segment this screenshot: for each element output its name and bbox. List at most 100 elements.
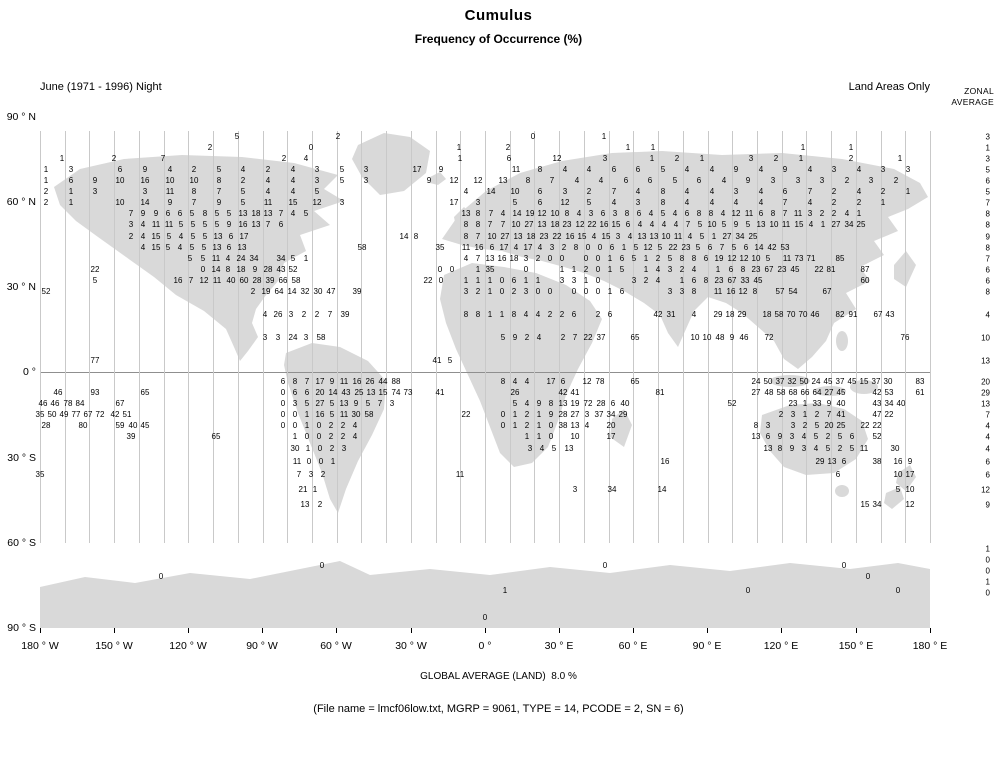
grid-value: 10 (487, 232, 497, 241)
grid-value: 8 (463, 220, 469, 229)
grid-value: 6 (537, 187, 543, 196)
grid-value: 1 (457, 154, 463, 163)
grid-value: 2 (524, 333, 530, 342)
zonal-average-value: 4 (985, 432, 990, 442)
grid-value: 4 (167, 165, 173, 174)
grid-value: 26 (273, 310, 283, 319)
grid-value: 6 (506, 154, 512, 163)
grid-value: 2 (655, 254, 661, 263)
grid-value: 1 (487, 287, 493, 296)
grid-value: 30 (290, 444, 300, 453)
grid-value: 14 (399, 232, 409, 241)
grid-value: 4 (586, 165, 592, 174)
grid-value: 1 (607, 254, 613, 263)
grid-value: 2 (595, 310, 601, 319)
grid-value: 2 (335, 132, 341, 141)
grid-value: 88 (391, 377, 401, 386)
grid-value: 9 (907, 457, 913, 466)
grid-value: 7 (160, 154, 166, 163)
grid-value: 7 (500, 220, 506, 229)
grid-value: 1 (643, 254, 649, 263)
grid-value: 18 (526, 232, 536, 241)
grid-value: 1 (68, 187, 74, 196)
grid-value: 7 (475, 254, 481, 263)
zonal-average-value: 7 (985, 254, 990, 264)
grid-value: 28 (252, 276, 262, 285)
grid-value: 1 (536, 410, 542, 419)
grid-value: 70 (798, 310, 808, 319)
island-tasmania (835, 485, 849, 497)
zonal-average-value: 7 (985, 410, 990, 420)
grid-value: 8 (475, 310, 481, 319)
grid-value: 4 (591, 232, 597, 241)
grid-value: 8 (624, 209, 630, 218)
grid-value: 5 (202, 232, 208, 241)
grid-value: 43 (885, 310, 895, 319)
grid-value: 0 (319, 561, 325, 570)
grid-line (64, 131, 66, 543)
grid-value: 58 (357, 243, 367, 252)
grid-value: 3 (584, 410, 590, 419)
grid-value: 9 (438, 165, 444, 174)
grid-value: 4 (303, 154, 309, 163)
grid-value: 0 (280, 421, 286, 430)
grid-value: 6 (625, 220, 631, 229)
grid-value: 2 (340, 421, 346, 430)
grid-value: 4 (684, 187, 690, 196)
grid-value: 43 (276, 265, 286, 274)
grid-value: 3 (765, 421, 771, 430)
zonal-average-value: 12 (981, 485, 990, 495)
grid-line (460, 131, 462, 543)
continent-australia (760, 403, 868, 475)
grid-value: 1 (679, 276, 685, 285)
longitude-tick (40, 628, 41, 633)
grid-value: 67 (727, 276, 737, 285)
grid-value: 51 (122, 410, 132, 419)
grid-value: 14 (328, 388, 338, 397)
grid-value: 4 (524, 377, 530, 386)
grid-line (756, 131, 758, 543)
grid-value: 17 (412, 165, 422, 174)
grid-value: 14 (140, 198, 150, 207)
grid-value: 9 (216, 198, 222, 207)
grid-value: 32 (787, 377, 797, 386)
grid-value: 2 (328, 421, 334, 430)
grid-value: 1 (523, 276, 529, 285)
longitude-label: 30 ° E (544, 640, 574, 652)
grid-value: 3 (341, 444, 347, 453)
latitude-label: 30 ° N (6, 281, 36, 293)
grid-value: 30 (883, 377, 893, 386)
grid-value: 2 (320, 470, 326, 479)
grid-value: 22 (90, 265, 100, 274)
grid-value: 4 (655, 265, 661, 274)
grid-value: 0 (158, 572, 164, 581)
grid-value: 40 (620, 399, 630, 408)
longitude-label: 120 ° E (763, 640, 799, 652)
grid-value: 3 (549, 243, 555, 252)
grid-value: 3 (559, 276, 565, 285)
grid-value: 8 (691, 254, 697, 263)
grid-value: 42 (558, 388, 568, 397)
grid-value: 2 (340, 432, 346, 441)
grid-value: 1 (559, 265, 565, 274)
island-iceland (430, 172, 446, 185)
grid-value: 34 (884, 399, 894, 408)
grid-value: 6 (537, 198, 543, 207)
grid-value: 1 (475, 265, 481, 274)
grid-value: 4 (720, 209, 726, 218)
grid-value: 13 (366, 388, 376, 397)
grid-value: 35 (485, 265, 495, 274)
grid-value: 6 (707, 243, 713, 252)
grid-value: 4 (808, 220, 814, 229)
grid-value: 5 (234, 132, 240, 141)
grid-value: 5 (633, 243, 639, 252)
grid-value: 1 (802, 399, 808, 408)
grid-value: 12 (739, 254, 749, 263)
grid-value: 77 (90, 356, 100, 365)
grid-line (930, 131, 931, 543)
grid-value: 5 (329, 399, 335, 408)
grid-value: 6 (623, 176, 629, 185)
grid-value: 6 (600, 209, 606, 218)
